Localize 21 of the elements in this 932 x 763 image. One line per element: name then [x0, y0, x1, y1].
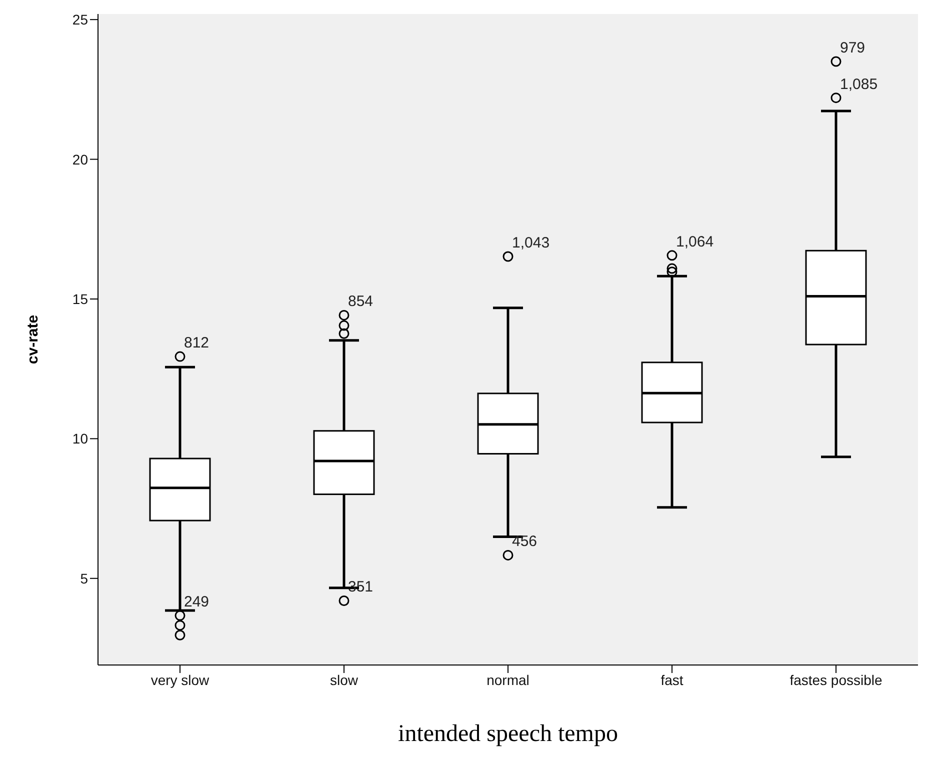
y-axis-title: cv-rate: [24, 314, 42, 364]
annotation: 456: [512, 533, 538, 550]
x-tick-label: normal: [486, 672, 530, 688]
x-tick-label: very slow: [150, 672, 210, 688]
annotation: 351: [348, 578, 374, 596]
y-tick-label: 15: [72, 290, 88, 307]
annotation: 854: [348, 293, 374, 310]
y-tick-label: 5: [80, 570, 88, 586]
y-tick-label: 10: [72, 430, 88, 447]
annotation: 1,043: [512, 234, 550, 252]
annotation: 812: [184, 334, 210, 352]
annotation: 249: [184, 594, 210, 611]
y-tick-label: 25: [72, 12, 88, 28]
x-axis-title: intended speech tempo: [398, 721, 618, 747]
annotation: 1,064: [676, 233, 714, 250]
x-tick-label: fastes possible: [790, 672, 883, 688]
y-tick-label: 20: [72, 151, 88, 168]
annotation: 1,085: [840, 76, 878, 93]
x-tick-label: fast: [660, 672, 684, 688]
annotation: 979: [840, 40, 866, 56]
x-tick-label: slow: [330, 672, 359, 688]
